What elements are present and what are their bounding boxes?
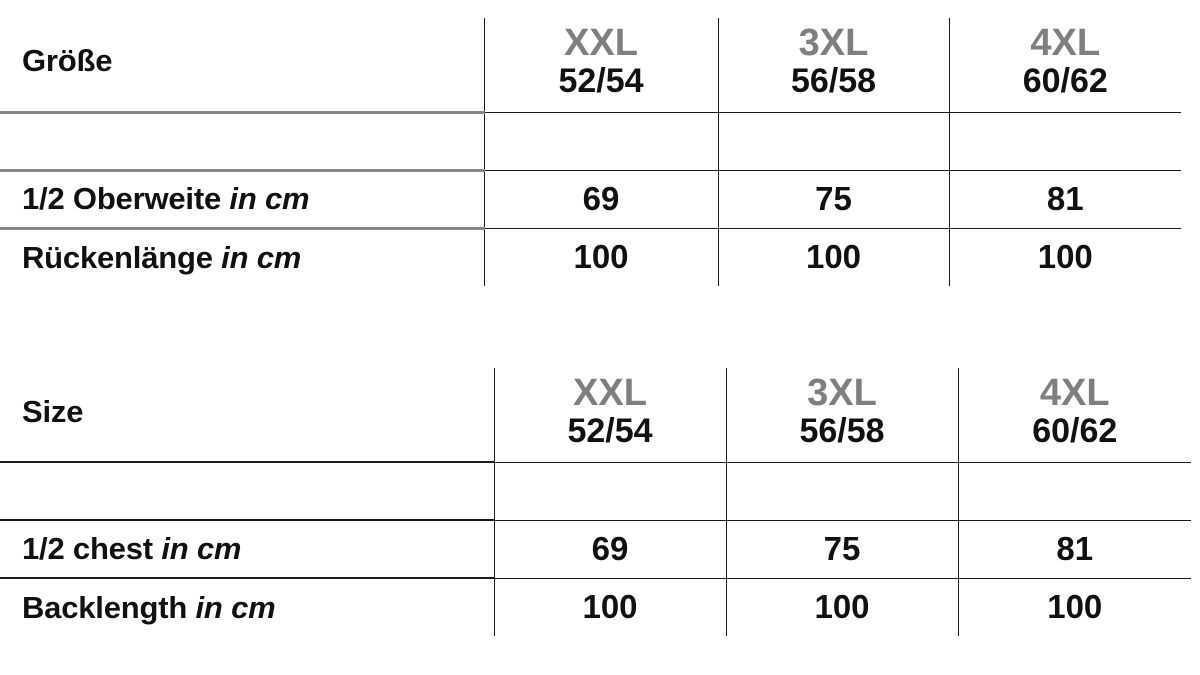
- column-header-4xl: 4XL 60/62: [948, 18, 1181, 113]
- measurement-value: 69: [493, 520, 726, 579]
- table-spacer-row: [0, 112, 1181, 172]
- size-number-label: 56/58: [799, 411, 885, 450]
- size-number-label: 52/54: [558, 61, 644, 100]
- column-header-xxl: XXL 52/54: [483, 18, 718, 113]
- measurement-value: 69: [483, 170, 718, 229]
- measurement-name: 1/2 chest: [22, 531, 162, 566]
- table-spacer-row: [0, 462, 1191, 521]
- measurement-value: 100: [493, 578, 726, 636]
- measurement-label: Backlength in cm: [0, 578, 494, 636]
- size-number-label: 60/62: [1022, 61, 1108, 100]
- measurement-name: 1/2 Oberweite: [22, 181, 230, 216]
- measurement-value: 81: [957, 520, 1191, 579]
- table-header-row: Größe XXL 52/54 3XL 56/58 4XL: [0, 18, 1181, 114]
- table-row: Rückenlänge in cm 100 100 100: [0, 228, 1181, 286]
- size-code-label: 3XL: [798, 21, 869, 64]
- spacer-value-cell: [957, 462, 1191, 521]
- measurement-label: 1/2 Oberweite in cm: [0, 170, 484, 230]
- size-code-label: XXL: [573, 371, 647, 414]
- size-code-label: 4XL: [1039, 371, 1110, 414]
- column-header-4xl: 4XL 60/62: [957, 368, 1191, 463]
- table-row: 1/2 Oberweite in cm 69 75 81: [0, 170, 1181, 230]
- measurement-label: Rückenlänge in cm: [0, 228, 484, 286]
- spacer-label-cell: [0, 112, 484, 172]
- size-number-label: 60/62: [1032, 411, 1118, 450]
- spacer-value-cell: [717, 112, 949, 171]
- table-row: Backlength in cm 100 100 100: [0, 578, 1191, 636]
- measurement-value: 75: [725, 520, 958, 579]
- column-header-label: Size: [0, 368, 494, 463]
- spacer-value-cell: [483, 112, 718, 171]
- measurement-unit: in cm: [161, 531, 242, 566]
- column-header-xxl: XXL 52/54: [493, 368, 726, 463]
- size-table-english: Size XXL 52/54 3XL 56/58 4XL: [0, 368, 1191, 636]
- measurement-value: 100: [725, 578, 958, 636]
- measurement-value: 75: [717, 170, 949, 229]
- measurement-value: 100: [957, 578, 1191, 636]
- measurement-name: Backlength: [22, 589, 196, 625]
- size-code-label: 3XL: [807, 371, 877, 414]
- spacer-value-cell: [725, 462, 958, 521]
- column-header-3xl: 3XL 56/58: [725, 368, 958, 463]
- column-header-label: Größe: [0, 18, 484, 114]
- measurement-unit: in cm: [195, 589, 276, 625]
- spacer-label-cell: [0, 462, 494, 521]
- table-row: 1/2 chest in cm 69 75 81: [0, 520, 1191, 579]
- size-code-label: XXL: [564, 21, 638, 64]
- measurement-unit: in cm: [229, 181, 310, 216]
- size-table-german: Größe XXL 52/54 3XL 56/58 4XL: [0, 18, 1181, 286]
- measurement-value: 100: [483, 228, 718, 286]
- column-header-3xl: 3XL 56/58: [717, 18, 949, 113]
- size-number-label: 56/58: [790, 61, 877, 100]
- spacer-value-cell: [948, 112, 1181, 171]
- size-number-label: 52/54: [567, 411, 653, 450]
- measurement-value: 100: [948, 228, 1181, 286]
- measurement-unit: in cm: [221, 239, 302, 275]
- table-header-row: Size XXL 52/54 3XL 56/58 4XL: [0, 368, 1191, 463]
- measurement-value: 81: [948, 170, 1181, 229]
- size-code-label: 4XL: [1030, 21, 1101, 64]
- measurement-label: 1/2 chest in cm: [0, 520, 494, 579]
- spacer-value-cell: [493, 462, 726, 521]
- measurement-value: 100: [717, 228, 949, 286]
- measurement-name: Rückenlänge: [22, 239, 222, 275]
